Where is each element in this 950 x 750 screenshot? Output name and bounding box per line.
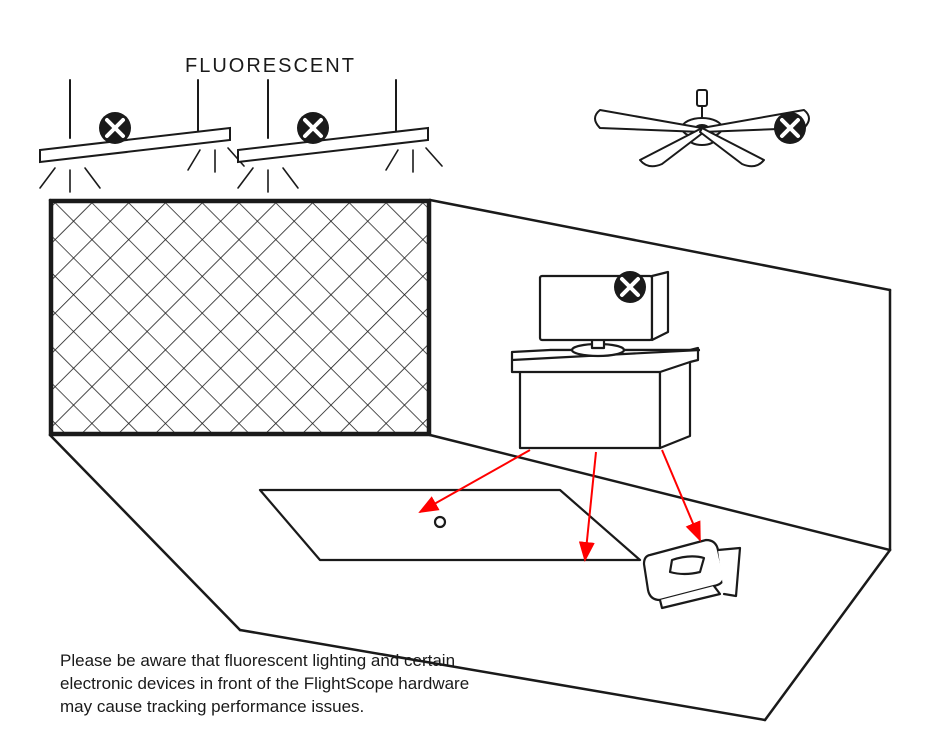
x-icon-tv [614,271,646,303]
net [52,202,428,433]
fluorescent-light-1 [40,80,244,192]
hitting-mat [260,490,640,560]
diagram-svg [0,0,950,750]
warning-caption: Please be aware that fluorescent lightin… [60,650,500,719]
tv-unit [512,272,700,448]
x-icon-fan [774,112,806,144]
fluorescent-label: FLUORESCENT [185,55,356,78]
x-icon-light1 [99,112,131,144]
launch-monitor [644,540,740,608]
fluorescent-light-2 [238,80,442,192]
x-icon-light2 [297,112,329,144]
diagram-stage: FLUORESCENT Please be aware that fluores… [0,0,950,750]
